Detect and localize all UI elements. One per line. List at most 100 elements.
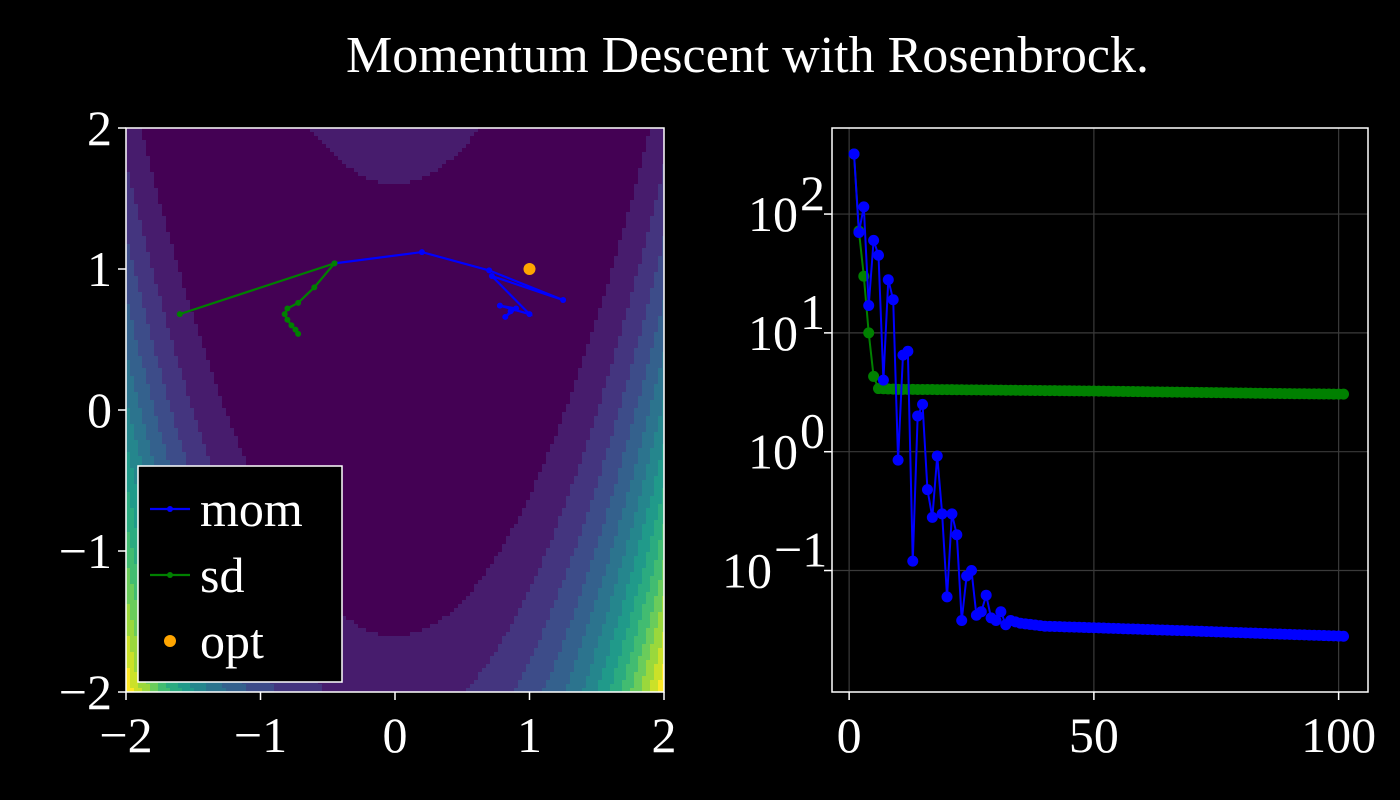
contour-cell [254,344,259,349]
contour-cell [242,320,247,325]
contour-cell [170,380,175,385]
contour-cell [166,260,171,265]
contour-cell [158,356,163,361]
contour-cell [190,164,195,169]
contour-cell [182,140,187,145]
contour-cell [234,156,239,161]
contour-cell [242,300,247,305]
contour-cell [194,156,199,161]
contour-cell [134,268,139,273]
contour-cell [130,496,135,501]
contour-cell [150,432,155,437]
contour-cell [162,224,167,229]
contour-cell [218,372,223,377]
contour-cell [194,688,199,692]
contour-cell [146,420,151,425]
contour-cell [198,176,203,181]
contour-cell [242,248,247,253]
contour-cell [190,372,195,377]
contour-cell [162,168,167,173]
contour-cell [210,132,215,137]
contour-cell [198,184,203,189]
contour-cell [150,368,155,373]
contour-cell [246,444,251,449]
contour-cell [166,416,171,421]
contour-cell [266,364,271,369]
contour-cell [214,208,219,213]
contour-cell [262,336,267,341]
contour-cell [226,180,231,185]
contour-cell [126,180,131,185]
contour-cell [194,268,199,273]
contour-cell [238,140,243,145]
contour-cell [130,604,135,609]
contour-cell [242,220,247,225]
contour-cell [178,348,183,353]
contour-cell [170,252,175,257]
contour-cell [238,420,243,425]
contour-cell [266,260,271,265]
contour-cell [238,424,243,429]
contour-cell [194,188,199,193]
contour-cell [178,384,183,389]
contour-cell [202,324,207,329]
contour-cell [218,152,223,157]
contour-cell [222,168,227,173]
contour-cell [266,368,271,373]
contour-cell [182,444,187,449]
contour-cell [134,676,139,681]
contour-cell [154,388,159,393]
contour-cell [126,364,131,369]
contour-cell [182,252,187,257]
contour-cell [210,384,215,389]
contour-cell [238,456,243,461]
contour-cell [238,440,243,445]
contour-cell [254,332,259,337]
contour-cell [250,392,255,397]
contour-cell [222,420,227,425]
contour-cell [246,364,251,369]
contour-cell [254,312,259,317]
contour-cell [154,164,159,169]
contour-cell [190,356,195,361]
contour-cell [230,164,235,169]
contour-cell [190,152,195,157]
contour-cell [186,368,191,373]
contour-cell [190,460,195,465]
contour-cell [134,424,139,429]
contour-cell [178,448,183,453]
contour-cell [190,228,195,233]
contour-cell [186,280,191,285]
contour-cell [158,424,163,429]
contour-cell [166,396,171,401]
contour-cell [170,208,175,213]
contour-cell [238,248,243,253]
contour-cell [134,128,139,133]
contour-cell [134,200,139,205]
contour-cell [210,432,215,437]
contour-cell [194,372,199,377]
contour-cell [198,448,203,453]
contour-cell [238,308,243,313]
contour-cell [262,392,267,397]
contour-cell [134,244,139,249]
contour-cell [262,364,267,369]
contour-cell [230,188,235,193]
contour-cell [178,396,183,401]
contour-cell [142,428,147,433]
contour-cell [242,284,247,289]
contour-cell [130,300,135,305]
contour-cell [250,384,255,389]
contour-cell [190,304,195,309]
contour-cell [158,400,163,405]
contour-cell [226,348,231,353]
contour-cell [258,404,263,409]
contour-cell [234,296,239,301]
contour-cell [190,216,195,221]
contour-cell [146,392,151,397]
contour-cell [258,268,263,273]
contour-cell [242,340,247,345]
contour-cell [126,440,131,445]
contour-cell [130,204,135,209]
contour-cell [250,328,255,333]
